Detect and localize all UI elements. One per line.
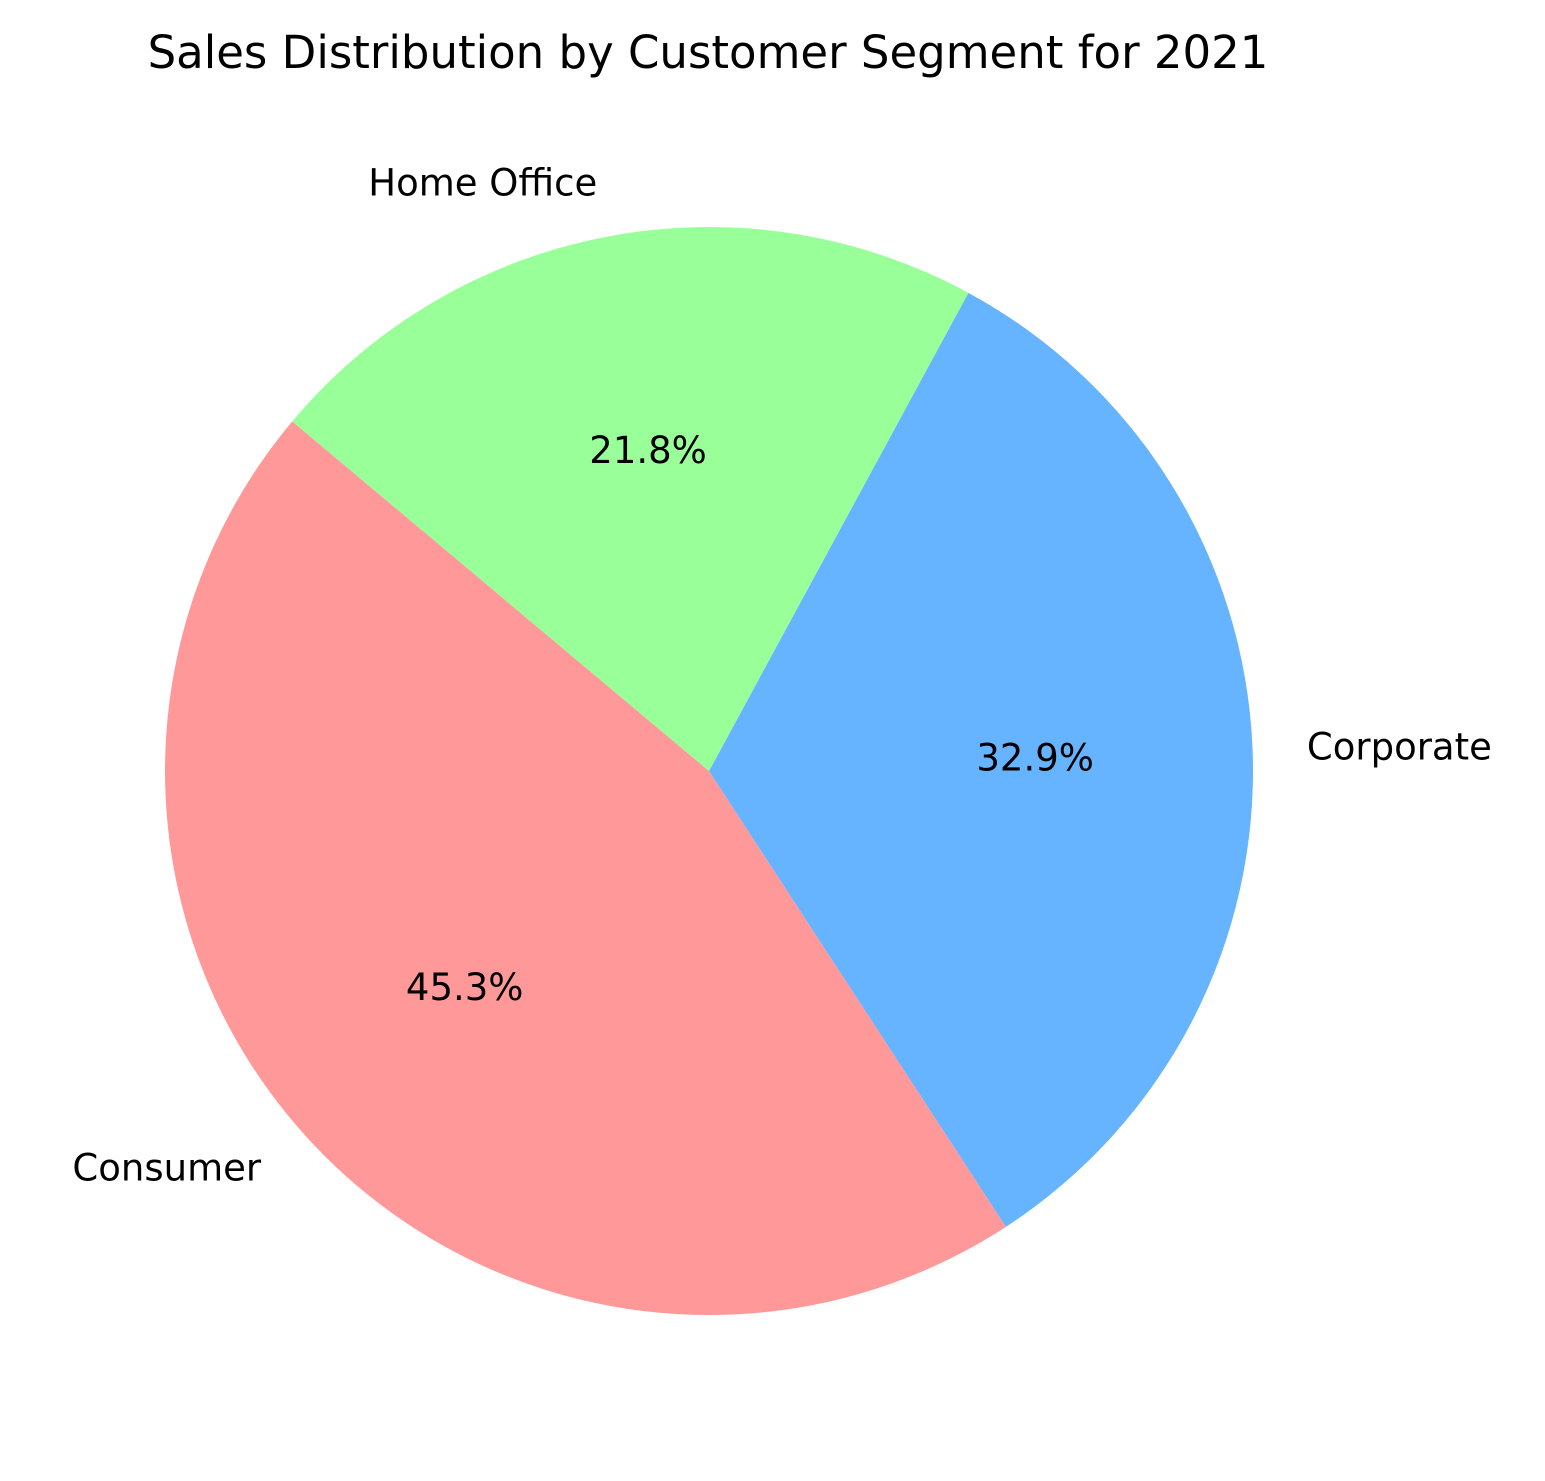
chart-title: Sales Distribution by Customer Segment f… bbox=[148, 26, 1269, 79]
pct-label-consumer: 45.3% bbox=[406, 966, 524, 1009]
pct-label-home-office: 21.8% bbox=[589, 429, 707, 472]
slices-layer bbox=[165, 227, 1254, 1315]
pie-slice-consumer bbox=[165, 421, 1006, 1315]
pie-slice-corporate bbox=[709, 292, 1254, 1227]
slice-label-home-office: Home Office bbox=[368, 162, 597, 205]
slice-label-consumer: Consumer bbox=[72, 1146, 261, 1189]
pct-label-corporate: 32.9% bbox=[976, 736, 1094, 779]
slice-label-corporate: Corporate bbox=[1307, 725, 1492, 768]
pie-slice-home-office bbox=[292, 227, 969, 772]
labels-layer: 45.3% Consumer 32.9% Corporate 21.8% Home Off… bbox=[72, 162, 1491, 1190]
